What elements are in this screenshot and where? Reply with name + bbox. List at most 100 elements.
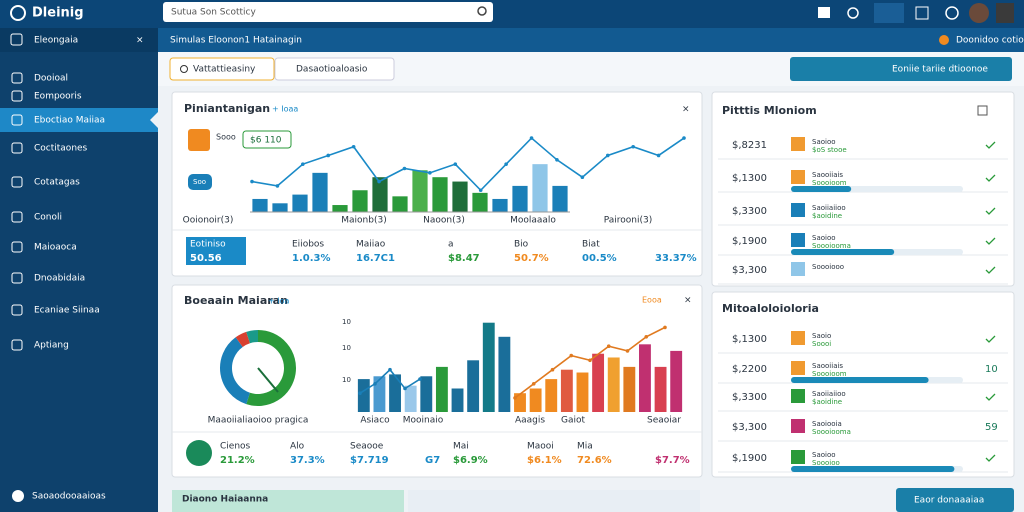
menu-item[interactable]: Eompooris	[34, 92, 82, 102]
bar	[592, 353, 605, 412]
donut-segment	[220, 337, 251, 405]
bottom-panel	[172, 490, 404, 512]
menu-item[interactable]: Aptiang	[34, 341, 69, 351]
line-point	[275, 184, 280, 188]
menu-item[interactable]: Cotatagas	[34, 178, 80, 188]
donut-segment	[246, 330, 259, 344]
check	[985, 393, 996, 401]
avatar-2[interactable]	[996, 3, 1014, 23]
menu-item[interactable]: Dnoabidaia	[34, 274, 85, 284]
avatar[interactable]	[969, 3, 989, 23]
bar	[639, 344, 651, 412]
check	[985, 335, 996, 343]
dropdown[interactable]	[274, 57, 395, 81]
line-point	[402, 166, 407, 171]
item-title: Saooiiais	[812, 171, 843, 179]
bar	[560, 369, 573, 412]
menu-item[interactable]: Conoli	[34, 213, 62, 223]
item-swatch	[791, 389, 805, 403]
bottom-panel-2	[408, 490, 700, 512]
bar	[529, 388, 542, 412]
item-sub: $aoidine	[812, 398, 842, 406]
item-sub: Soooiooma	[812, 428, 851, 436]
chat-icon[interactable]	[945, 6, 959, 20]
home-icon[interactable]	[818, 7, 830, 18]
bottom-title: Diaono Haiaanna	[182, 495, 268, 505]
line-point	[377, 179, 381, 184]
tab[interactable]	[169, 57, 275, 81]
stat-value: $8.47	[448, 253, 480, 264]
tab-icon	[180, 65, 188, 73]
stat-label: Maiiao	[356, 240, 386, 250]
item-sub: Soooioom	[812, 179, 847, 187]
donut-needle	[257, 367, 279, 393]
line-point	[656, 153, 661, 158]
line	[251, 136, 685, 192]
menu-button[interactable]	[874, 3, 904, 23]
line-point	[358, 391, 362, 396]
item-swatch	[791, 233, 805, 247]
bar	[452, 181, 468, 212]
menu-item[interactable]: Eboctiao Maiiaa	[34, 116, 105, 126]
item-title: Saoioo	[812, 234, 836, 242]
item-value: $,1300	[732, 334, 767, 345]
top-bar	[0, 0, 1024, 28]
user-label[interactable]: Doonidoo cotioe	[956, 36, 1024, 46]
status-icon[interactable]	[847, 7, 859, 19]
breadcrumb: Simulas Eloonon1 Hatainagin	[170, 36, 302, 46]
axis-label: 10	[342, 318, 351, 326]
bar	[312, 172, 328, 212]
section-label: Eleongaia	[34, 36, 78, 46]
line-point	[631, 144, 635, 149]
stat-value: $7.719	[350, 455, 389, 466]
item-score: 10	[985, 364, 998, 375]
collapse-icon[interactable]: ×	[136, 36, 144, 46]
search-icon[interactable]	[477, 6, 487, 16]
menu-item[interactable]: Maioaoca	[34, 243, 77, 253]
bar	[272, 203, 288, 212]
sidebar-footer[interactable]: Saoaodooaaioas	[32, 492, 106, 502]
line-point	[588, 358, 592, 363]
line-point	[351, 144, 356, 149]
panel-2-close[interactable]: ×	[684, 296, 692, 306]
menu-icon	[11, 304, 23, 316]
progress-bar	[791, 377, 929, 383]
menu-item[interactable]: Ecaniae Siinaa	[34, 306, 100, 316]
menu-item[interactable]: Dooioal	[34, 74, 68, 84]
line-point	[580, 175, 585, 179]
bar	[432, 177, 448, 212]
category-label: Maionb(3)	[341, 216, 386, 226]
action-button[interactable]	[790, 57, 1012, 81]
check	[985, 237, 996, 245]
item-value: $,3300	[732, 206, 767, 217]
bar	[373, 376, 386, 412]
item-sub: Soooioo	[812, 459, 840, 467]
category-label: Asiaco	[360, 416, 390, 426]
menu-item[interactable]: Coctitaones	[34, 144, 88, 154]
line-point	[478, 188, 483, 193]
bar	[420, 376, 433, 412]
line-point	[326, 153, 331, 158]
stat-value: $7.7%	[655, 455, 690, 466]
bottom-button[interactable]	[896, 488, 1014, 512]
line-point	[453, 162, 458, 166]
sidebar-menu: Dooioal Eompooris Eboctiao Maiiaa Coctitaon…	[0, 72, 158, 351]
item-value: $,1900	[732, 236, 767, 247]
check	[985, 207, 996, 215]
menu-icon	[11, 90, 23, 102]
donut-segment	[246, 330, 296, 406]
search-box[interactable]	[163, 2, 493, 22]
item-sub: Soooiooma	[812, 242, 851, 250]
action-button-label: Eoniie tariie dtioonoe	[892, 65, 988, 75]
panel-icon[interactable]	[977, 105, 988, 116]
line-point	[373, 382, 377, 386]
stat-label: Mia	[577, 442, 593, 452]
panel-1-close[interactable]: ×	[682, 105, 690, 115]
active-pointer	[150, 112, 158, 128]
chip	[188, 174, 212, 190]
menu-icon	[11, 142, 23, 154]
menu-icon	[11, 339, 23, 351]
grid-icon[interactable]	[915, 6, 929, 20]
bar	[492, 198, 508, 212]
